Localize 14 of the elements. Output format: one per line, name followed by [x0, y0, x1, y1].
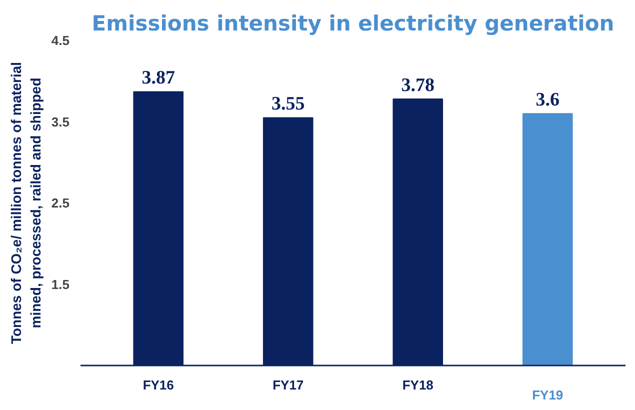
data-label: 3.87: [142, 68, 176, 89]
y-tick-label: 4.5: [51, 33, 70, 48]
y-tick-label: 2.5: [51, 196, 70, 210]
x-tick-label: FY18: [402, 378, 434, 392]
data-label: 3.78: [401, 75, 435, 96]
chart-title: Emissions intensity in electricity generation: [92, 12, 614, 36]
data-label: 3.6: [536, 90, 560, 111]
y-tick-label: 3.5: [51, 114, 70, 130]
y-axis-title: Tonnes of CO₂e/ million tonnes of material mined, processed, railed and shipped: [8, 62, 44, 344]
data-label: 3.55: [271, 94, 305, 115]
x-tick-label: FY16: [142, 378, 174, 392]
x-tick-label: FY19: [532, 388, 564, 402]
y-tick-label: 1.5: [51, 276, 70, 292]
x-tick-label: FY17: [272, 378, 304, 392]
